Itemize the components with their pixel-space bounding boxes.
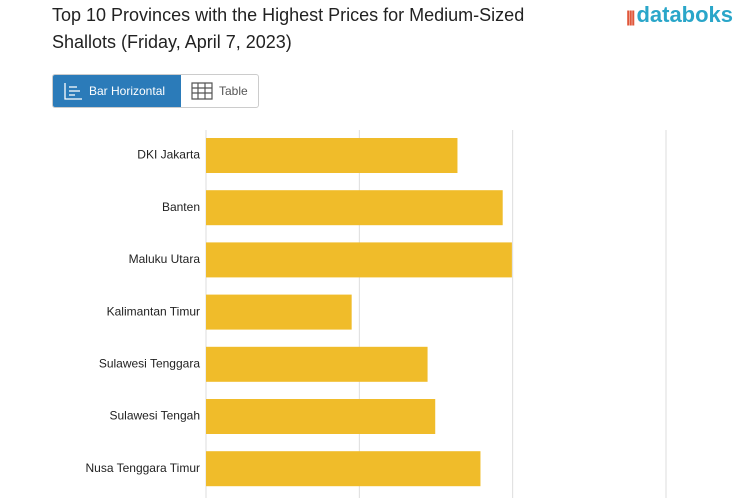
bar [206, 346, 428, 382]
tab-table[interactable]: Table [181, 75, 258, 107]
y-tick-label: Nusa Tenggara Timur [85, 461, 200, 475]
tab-label: Table [219, 84, 248, 98]
y-tick-label: Sulawesi Tengah [109, 409, 200, 423]
y-tick-label: Banten [162, 200, 200, 214]
bar-icon [64, 83, 82, 100]
tab-label: Bar Horizontal [89, 84, 166, 98]
tab-bar-horizontal[interactable]: Bar Horizontal [53, 75, 181, 107]
bar [206, 451, 481, 487]
y-tick-label: Kalimantan Timur [107, 304, 200, 318]
bar [206, 399, 436, 434]
logo-text: databoks [636, 2, 734, 27]
y-tick-label: DKI Jakarta [137, 148, 200, 162]
bar [206, 138, 458, 173]
bar [206, 242, 512, 278]
bar [206, 190, 503, 226]
y-tick-label: Sulawesi Tenggara [99, 356, 201, 370]
bar [206, 294, 352, 330]
logo[interactable]: ||| databoks [626, 2, 733, 28]
tab-bar: Bar Horizontal Table [52, 74, 259, 108]
chart-title: Top 10 Provinces with the Highest Prices… [52, 5, 525, 52]
y-tick-label: Maluku Utara [129, 252, 201, 266]
logo-icon: ||| [626, 9, 636, 26]
table-icon [191, 82, 213, 100]
